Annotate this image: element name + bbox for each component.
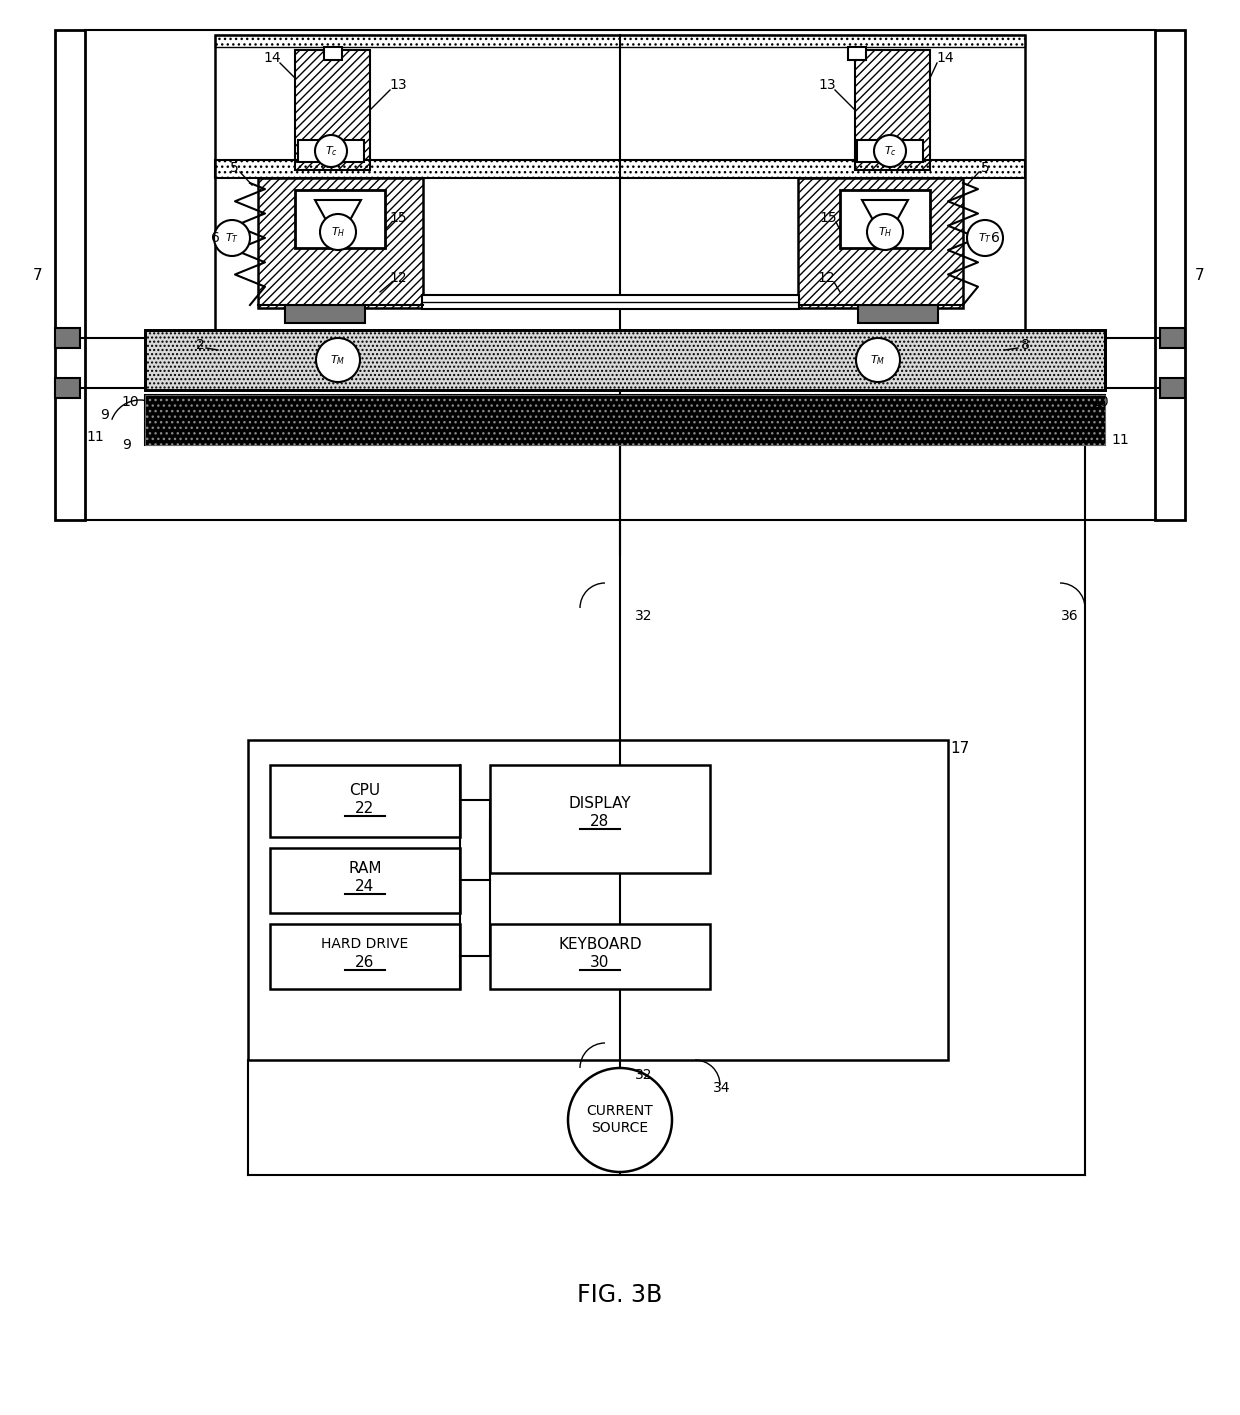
- Bar: [55, 30, 86, 519]
- Text: FIG. 3B: FIG. 3B: [578, 1283, 662, 1307]
- Circle shape: [867, 214, 903, 250]
- Text: 15: 15: [389, 211, 407, 225]
- Text: 10: 10: [1091, 395, 1109, 409]
- Bar: [839, 190, 930, 248]
- Text: 13: 13: [389, 78, 407, 92]
- Text: 7: 7: [1195, 267, 1205, 283]
- Text: 13: 13: [818, 78, 836, 92]
- Bar: [270, 924, 460, 989]
- Text: 5: 5: [229, 161, 238, 175]
- Bar: [799, 178, 963, 308]
- Text: 12: 12: [389, 272, 407, 284]
- Bar: [848, 47, 866, 59]
- Text: 28: 28: [590, 814, 610, 829]
- Text: 2: 2: [196, 338, 205, 352]
- Text: 7: 7: [33, 267, 43, 283]
- Bar: [258, 178, 423, 308]
- Bar: [490, 766, 711, 873]
- Bar: [1154, 30, 1185, 519]
- Circle shape: [320, 214, 356, 250]
- Bar: [1159, 328, 1185, 348]
- Text: 32: 32: [635, 608, 652, 623]
- Text: 9: 9: [123, 439, 131, 451]
- Bar: [145, 395, 1105, 444]
- Bar: [215, 35, 1025, 365]
- Bar: [55, 328, 81, 348]
- Text: 3: 3: [166, 463, 175, 477]
- Bar: [145, 330, 1105, 391]
- Polygon shape: [315, 200, 361, 242]
- Circle shape: [967, 219, 1003, 256]
- Bar: [55, 378, 81, 398]
- Bar: [248, 740, 949, 1060]
- Text: $T_T$: $T_T$: [978, 231, 992, 245]
- Circle shape: [874, 134, 906, 167]
- Text: DISPLAY: DISPLAY: [569, 795, 631, 811]
- Text: 9: 9: [100, 408, 109, 422]
- Bar: [295, 50, 370, 170]
- Text: RAM: RAM: [348, 860, 382, 876]
- Bar: [215, 160, 1025, 178]
- Bar: [857, 140, 923, 161]
- Text: $T_H$: $T_H$: [878, 225, 893, 239]
- Text: KEYBOARD: KEYBOARD: [558, 937, 642, 951]
- Text: HARD DRIVE: HARD DRIVE: [321, 937, 409, 951]
- Text: 32: 32: [635, 1068, 652, 1082]
- Bar: [422, 294, 799, 308]
- Bar: [856, 50, 930, 170]
- Circle shape: [315, 134, 347, 167]
- Bar: [295, 190, 384, 248]
- Bar: [215, 35, 1025, 47]
- Text: CURRENT: CURRENT: [587, 1104, 653, 1118]
- Text: 12: 12: [817, 272, 835, 284]
- Text: $T_M$: $T_M$: [870, 354, 885, 366]
- Text: $T_c$: $T_c$: [884, 144, 897, 158]
- Text: 30: 30: [590, 955, 610, 969]
- Text: 17: 17: [950, 740, 970, 756]
- Text: 34: 34: [713, 1081, 730, 1095]
- Text: 14: 14: [936, 51, 954, 65]
- Bar: [490, 924, 711, 989]
- Text: SOURCE: SOURCE: [591, 1121, 649, 1135]
- Bar: [270, 848, 460, 913]
- Text: 11: 11: [1111, 433, 1128, 447]
- Bar: [285, 306, 365, 323]
- Circle shape: [856, 338, 900, 382]
- Text: 8: 8: [1021, 338, 1029, 352]
- Circle shape: [316, 338, 360, 382]
- Circle shape: [568, 1068, 672, 1172]
- Bar: [145, 395, 1105, 444]
- Text: $T_M$: $T_M$: [330, 354, 346, 366]
- Text: 14: 14: [263, 51, 280, 65]
- Circle shape: [215, 219, 250, 256]
- Text: 6: 6: [991, 231, 999, 245]
- Text: 24: 24: [356, 879, 374, 893]
- Bar: [324, 47, 342, 59]
- Text: 6: 6: [211, 231, 219, 245]
- Text: $T_H$: $T_H$: [331, 225, 345, 239]
- Text: 11: 11: [86, 430, 104, 444]
- Bar: [858, 306, 937, 323]
- Bar: [298, 140, 365, 161]
- Text: 15: 15: [820, 211, 837, 225]
- Bar: [1159, 378, 1185, 398]
- Text: $T_T$: $T_T$: [224, 231, 239, 245]
- Text: CPU: CPU: [350, 782, 381, 798]
- Text: 5: 5: [981, 161, 990, 175]
- Text: $T_c$: $T_c$: [325, 144, 337, 158]
- Text: 22: 22: [356, 801, 374, 815]
- Bar: [145, 330, 1105, 391]
- Text: 10: 10: [122, 395, 139, 409]
- Bar: [145, 330, 1105, 391]
- Text: 36: 36: [1061, 608, 1079, 623]
- Bar: [270, 766, 460, 838]
- Polygon shape: [862, 200, 908, 242]
- Text: 26: 26: [356, 955, 374, 969]
